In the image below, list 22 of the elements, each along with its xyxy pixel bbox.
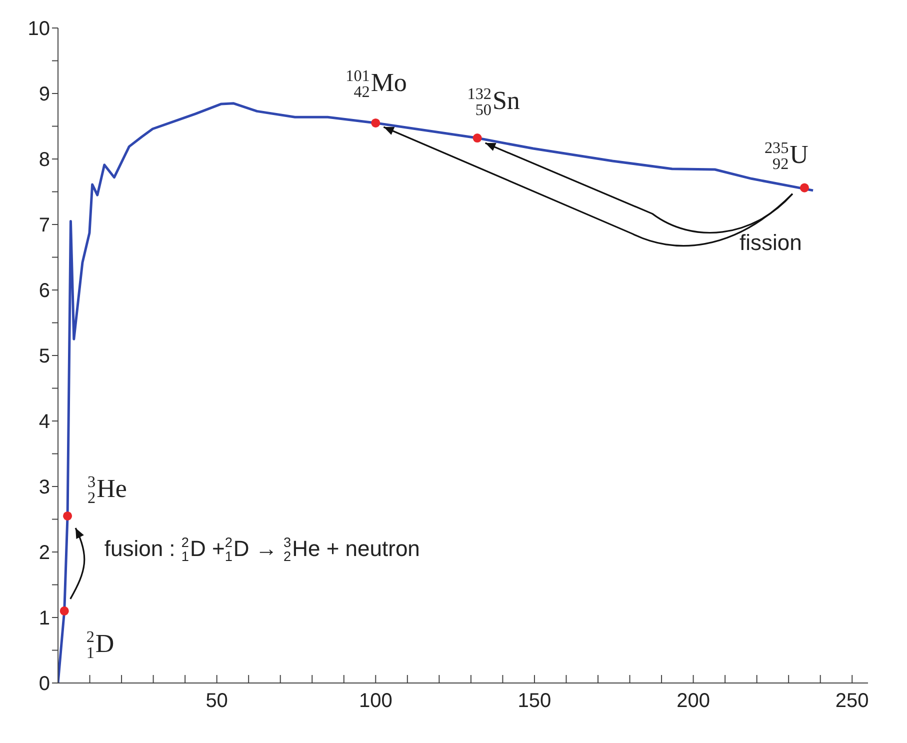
point bbox=[371, 118, 380, 128]
y-tick-label: 9 bbox=[38, 84, 50, 106]
y-tick-label: 8 bbox=[38, 149, 50, 172]
point bbox=[63, 511, 72, 520]
y-tick-label: 3 bbox=[38, 476, 50, 499]
y-tick-label: 7 bbox=[38, 214, 50, 237]
x-tick-label: 250 bbox=[835, 690, 869, 712]
x-tick-label: 150 bbox=[518, 690, 552, 712]
y-tick-label: 1 bbox=[38, 608, 50, 630]
x-tick-label: 200 bbox=[676, 690, 710, 712]
y-tick-label: 2 bbox=[38, 542, 50, 564]
x-tick-label: 50 bbox=[206, 690, 228, 712]
point bbox=[472, 134, 482, 143]
y-tick-label: 0 bbox=[38, 673, 50, 696]
point bbox=[800, 183, 809, 192]
y-tick-label: 10 bbox=[28, 18, 50, 40]
point bbox=[60, 606, 69, 616]
y-tick-label: 5 bbox=[38, 346, 50, 368]
y-tick-label: 4 bbox=[38, 411, 50, 434]
annotation: fission bbox=[739, 230, 802, 255]
y-tick-label: 6 bbox=[38, 280, 50, 302]
x-tick-label: 100 bbox=[358, 690, 392, 712]
